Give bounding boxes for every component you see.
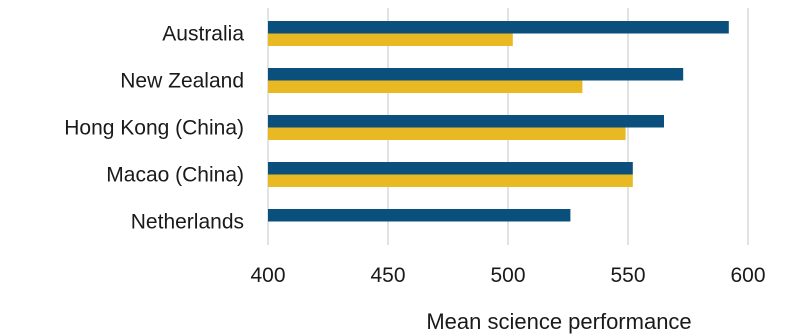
x-tick-label-600: 600 [730,264,765,287]
category-label: Hong Kong (China) [64,117,244,140]
bar-series-2-3 [268,174,633,187]
category-labels: Australia New Zealand Hong Kong (China) Mac… [64,23,244,234]
x-tick-label-500: 500 [490,264,525,287]
category-label: New Zealand [120,70,244,93]
bar-series-1-2 [268,115,664,128]
category-label: Macao (China) [106,164,244,187]
bar-series-1-3 [268,162,633,175]
category-label: Australia [162,23,244,46]
bar-series-1-0 [268,21,729,34]
x-axis-title: Mean science performance [426,309,691,334]
x-tick-label-550: 550 [610,264,645,287]
bar-series-1-1 [268,68,684,81]
bar-series-2-2 [268,127,626,140]
bar-series-1-4 [268,209,571,222]
bars [268,21,729,222]
x-tick-label-400: 400 [250,264,285,287]
x-tick-label-450: 450 [370,264,405,287]
category-label: Netherlands [131,211,244,234]
bar-series-2-1 [268,80,583,93]
x-tick-labels: 400 450 500 550 600 [250,264,765,287]
bar-series-2-0 [268,33,513,46]
